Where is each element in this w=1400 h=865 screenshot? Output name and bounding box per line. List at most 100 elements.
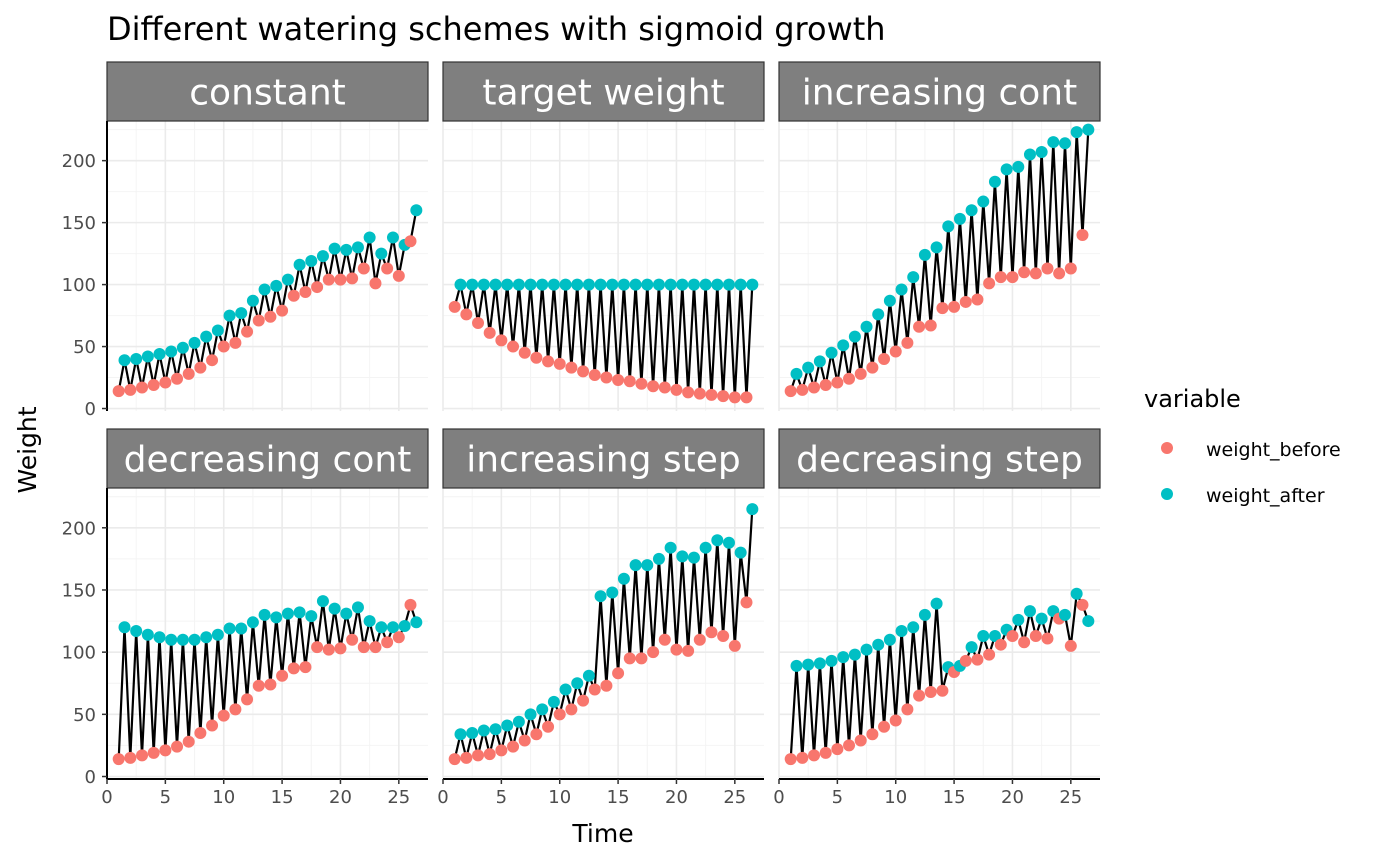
point-weight-before (357, 641, 370, 654)
panel-decreasing-step: decreasing step 0 5 10 15 20 25 (773, 428, 1101, 808)
x-axis-title: Time (571, 819, 633, 848)
point-weight-after (489, 278, 502, 291)
panel-increasing-step: increasing step 0 5 10 15 20 25 (437, 428, 765, 808)
point-weight-before (658, 381, 671, 394)
point-weight-before (924, 319, 937, 332)
legend-key-weight-after (1161, 488, 1173, 500)
point-weight-before (866, 728, 879, 741)
series-line (453, 283, 754, 399)
series-line (453, 509, 754, 760)
legend-title: variable (1144, 385, 1241, 413)
point-weight-before (600, 679, 613, 692)
point-weight-after (235, 307, 248, 320)
x-tick-label: 10 (884, 787, 907, 808)
point-weight-before (717, 390, 730, 403)
point-weight-before (565, 703, 578, 716)
point-weight-before (322, 643, 335, 656)
point-weight-after (559, 278, 572, 291)
point-weight-before (252, 679, 265, 692)
point-weight-after (606, 586, 619, 599)
legend-key-weight-before (1161, 442, 1173, 454)
point-weight-after (571, 677, 584, 690)
point-weight-before (959, 654, 972, 667)
strip-decreasing-step (778, 428, 1101, 489)
x-tick-label: 0 (437, 787, 448, 808)
point-weight-before (171, 372, 184, 385)
point-weight-after (316, 250, 329, 263)
point-weight-before (404, 235, 417, 248)
point-weight-before (194, 726, 207, 739)
point-weight-before (612, 374, 625, 387)
point-weight-before (1041, 632, 1054, 645)
point-weight-before (728, 639, 741, 652)
point-weight-after (141, 350, 154, 363)
point-weight-before (1064, 639, 1077, 652)
point-weight-after (305, 255, 318, 268)
point-weight-after (165, 633, 178, 646)
point-weight-before (1029, 267, 1042, 280)
point-weight-before (623, 652, 636, 665)
x-tick-label: 25 (723, 787, 746, 808)
point-weight-before (542, 355, 555, 368)
point-weight-before (843, 739, 856, 752)
point-weight-after (977, 629, 990, 642)
point-weight-before (495, 744, 508, 757)
point-weight-after (130, 352, 143, 365)
point-weight-after (536, 703, 549, 716)
point-weight-after (930, 597, 943, 610)
point-weight-after (454, 278, 467, 291)
point-weight-before (472, 317, 485, 330)
point-weight-before (299, 661, 312, 674)
point-weight-after (340, 243, 353, 256)
point-weight-after (1082, 123, 1095, 136)
point-weight-after (375, 247, 388, 260)
point-weight-after (641, 278, 654, 291)
point-weight-before (693, 633, 706, 646)
point-weight-before (206, 719, 219, 732)
point-weight-before (1006, 629, 1019, 642)
x-tick-label: 5 (496, 787, 507, 808)
point-weight-before (1076, 229, 1089, 242)
point-weight-after (965, 204, 978, 217)
point-weight-after (547, 278, 560, 291)
series-line (117, 209, 418, 392)
point-weight-after (837, 651, 850, 664)
point-weight-before (483, 326, 496, 339)
y-tick-label: 50 (73, 337, 96, 358)
point-weight-before (635, 377, 648, 390)
point-weight-after (153, 347, 166, 360)
point-weight-after (734, 546, 747, 559)
x-tick-label: 5 (832, 787, 843, 808)
point-weight-after (559, 683, 572, 696)
point-weight-after (1035, 612, 1048, 625)
point-weight-before (530, 728, 543, 741)
point-weight-after (176, 633, 189, 646)
point-weight-before (577, 365, 590, 378)
point-weight-after (258, 608, 271, 621)
point-weight-before (705, 388, 718, 401)
point-weight-after (258, 283, 271, 296)
x-tick-label: 5 (160, 787, 171, 808)
point-weight-before (682, 644, 695, 657)
point-weight-before (796, 383, 809, 396)
point-weight-before (588, 369, 601, 382)
point-weight-after (223, 622, 236, 635)
point-weight-after (466, 278, 479, 291)
point-weight-before (460, 751, 473, 764)
point-weight-after (281, 273, 294, 286)
point-weight-before (717, 629, 730, 642)
y-tick-label: 200 (62, 518, 96, 539)
point-weight-after (1058, 137, 1071, 150)
point-weight-after (837, 339, 850, 352)
y-tick-label: 150 (62, 213, 96, 234)
y-axis-title: Weight (13, 406, 42, 493)
point-weight-before (287, 662, 300, 675)
point-weight-before (565, 361, 578, 374)
y-tick-label: 200 (62, 151, 96, 172)
point-weight-after (375, 621, 388, 634)
point-weight-after (676, 278, 689, 291)
point-weight-after (629, 559, 642, 572)
point-weight-before (369, 641, 382, 654)
point-weight-after (965, 641, 978, 654)
